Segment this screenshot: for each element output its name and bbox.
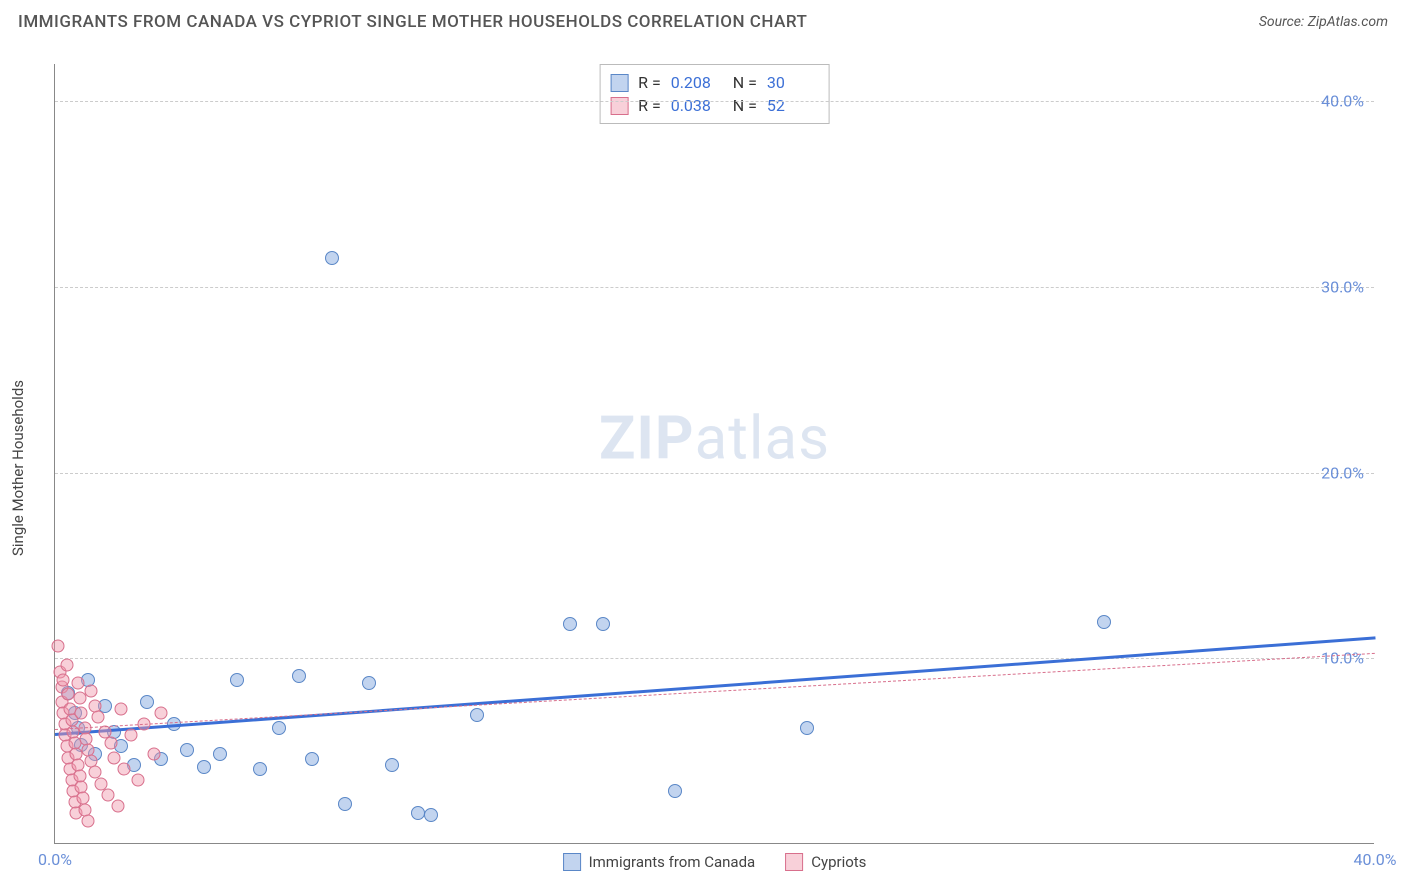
- source-attribution: Source: ZipAtlas.com: [1259, 14, 1388, 30]
- x-tick-label: 0.0%: [38, 850, 72, 869]
- data-point: [230, 673, 244, 687]
- data-point: [105, 736, 118, 749]
- data-point: [148, 747, 161, 760]
- data-point: [424, 808, 438, 822]
- data-point: [325, 251, 339, 265]
- stats-row: R = 0.208 N = 30: [610, 71, 819, 94]
- data-point: [272, 721, 286, 735]
- data-point: [111, 799, 124, 812]
- data-point: [131, 773, 144, 786]
- data-point: [60, 658, 73, 671]
- trend-line: [55, 636, 1375, 736]
- data-point: [52, 640, 65, 653]
- data-point: [470, 708, 484, 722]
- data-point: [800, 721, 814, 735]
- data-point: [154, 707, 167, 720]
- data-point: [57, 673, 70, 686]
- r-value: 0.208: [671, 73, 723, 92]
- n-label: N =: [733, 96, 757, 115]
- n-value: 52: [767, 96, 819, 115]
- data-point: [197, 760, 211, 774]
- y-axis-title: Single Mother Households: [9, 380, 27, 556]
- gridline: [55, 658, 1374, 659]
- data-point: [101, 788, 114, 801]
- gridline: [55, 473, 1374, 474]
- legend-swatch: [785, 853, 803, 871]
- legend-item: Cypriots: [785, 853, 866, 871]
- data-point: [385, 758, 399, 772]
- y-tick-label: 30.0%: [1321, 277, 1364, 296]
- data-point: [75, 707, 88, 720]
- trend-line: [55, 653, 1375, 730]
- y-tick-label: 20.0%: [1321, 463, 1364, 482]
- x-tick-label: 40.0%: [1354, 850, 1397, 869]
- data-point: [91, 710, 104, 723]
- r-value: 0.038: [671, 96, 723, 115]
- data-point: [362, 676, 376, 690]
- data-point: [1097, 615, 1111, 629]
- data-point: [253, 762, 267, 776]
- gridline: [55, 287, 1374, 288]
- data-point: [292, 669, 306, 683]
- series-legend: Immigrants from Canada Cypriots: [563, 853, 867, 871]
- data-point: [118, 762, 131, 775]
- r-label: R =: [638, 96, 661, 115]
- legend-swatch: [563, 853, 581, 871]
- data-point: [180, 743, 194, 757]
- data-point: [305, 752, 319, 766]
- data-point: [72, 677, 85, 690]
- data-point: [668, 784, 682, 798]
- r-label: R =: [638, 73, 661, 92]
- gridline: [55, 101, 1374, 102]
- legend-swatch: [610, 74, 628, 92]
- data-point: [115, 703, 128, 716]
- data-point: [411, 806, 425, 820]
- legend-item: Immigrants from Canada: [563, 853, 756, 871]
- watermark: ZIPatlas: [599, 402, 830, 473]
- data-point: [82, 814, 95, 827]
- legend-label: Cypriots: [811, 853, 866, 871]
- legend-label: Immigrants from Canada: [589, 853, 756, 871]
- n-label: N =: [733, 73, 757, 92]
- y-tick-label: 10.0%: [1321, 649, 1364, 668]
- y-tick-label: 40.0%: [1321, 92, 1364, 111]
- data-point: [124, 729, 137, 742]
- data-point: [213, 747, 227, 761]
- stats-legend: R = 0.208 N = 30 R = 0.038 N = 52: [599, 64, 830, 124]
- stats-row: R = 0.038 N = 52: [610, 94, 819, 117]
- n-value: 30: [767, 73, 819, 92]
- chart-title: IMMIGRANTS FROM CANADA VS CYPRIOT SINGLE…: [18, 12, 807, 32]
- chart-container: Single Mother Households ZIPatlas R = 0.2…: [0, 44, 1406, 892]
- plot-area: ZIPatlas R =0.208N =30R =0.038N =52 Immi…: [54, 64, 1374, 844]
- data-point: [338, 797, 352, 811]
- data-point: [85, 684, 98, 697]
- data-point: [73, 692, 86, 705]
- data-point: [140, 695, 154, 709]
- data-point: [563, 617, 577, 631]
- legend-swatch: [610, 97, 628, 115]
- data-point: [596, 617, 610, 631]
- data-point: [108, 751, 121, 764]
